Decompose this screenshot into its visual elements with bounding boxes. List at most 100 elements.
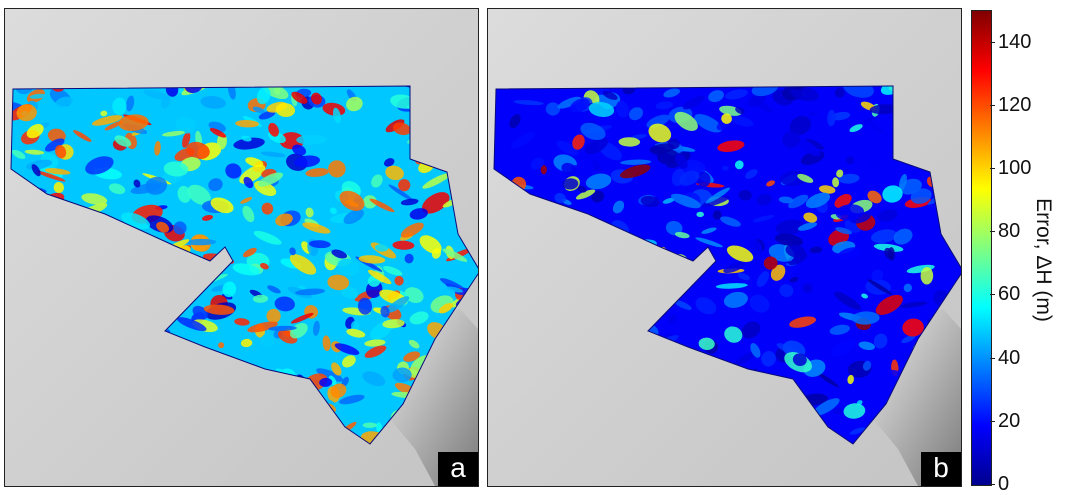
error-blob <box>861 119 889 136</box>
error-blob <box>545 102 560 116</box>
error-blob <box>331 362 342 376</box>
error-blob <box>868 158 880 169</box>
error-blob <box>446 286 463 293</box>
error-blob <box>726 245 754 262</box>
error-blob <box>390 94 416 109</box>
error-blob <box>383 265 403 276</box>
error-blob <box>266 308 281 324</box>
error-blob <box>695 297 717 315</box>
error-blob <box>388 184 413 201</box>
colorbar-tick-label: 100 <box>998 157 1032 179</box>
error-blob <box>835 227 853 235</box>
error-blob <box>442 248 468 262</box>
error-blob <box>369 198 395 213</box>
error-blob <box>867 190 882 204</box>
colorbar-label: Error, ΔH (m) <box>1032 198 1055 322</box>
error-blob <box>125 95 135 112</box>
error-blob <box>362 371 386 387</box>
error-blob <box>834 87 845 98</box>
error-blob <box>291 91 308 104</box>
error-blob <box>268 122 279 137</box>
error-blob <box>752 214 775 223</box>
error-blob <box>274 296 295 312</box>
error-blob <box>723 261 745 274</box>
error-blob <box>81 193 108 205</box>
error-blob <box>591 159 602 173</box>
error-blob <box>329 207 337 215</box>
error-blob <box>873 333 888 349</box>
error-blob <box>163 161 189 177</box>
error-blob <box>602 90 618 100</box>
error-blob <box>302 222 331 234</box>
error-blob <box>612 200 625 214</box>
error-blob <box>26 124 44 139</box>
error-blob <box>398 179 411 192</box>
colorbar-tick-label: 20 <box>998 409 1021 432</box>
error-blob <box>225 163 242 179</box>
error-blob <box>588 101 615 117</box>
error-blob <box>305 168 329 177</box>
error-blob <box>392 122 411 136</box>
error-blob <box>343 209 364 225</box>
error-blob <box>562 178 579 190</box>
error-blob <box>114 135 132 147</box>
error-blob <box>334 343 360 355</box>
error-blob <box>408 339 420 349</box>
error-blob <box>858 341 875 351</box>
error-blob <box>838 173 860 184</box>
colorbar-tick-label: 80 <box>998 220 1021 243</box>
error-blob <box>341 376 349 387</box>
error-blob <box>235 119 259 128</box>
error-blob <box>403 351 421 362</box>
error-blob <box>698 337 715 351</box>
error-blob <box>869 104 898 115</box>
error-blob <box>861 293 868 299</box>
error-blob <box>177 185 192 203</box>
error-blob <box>674 231 690 239</box>
error-blob <box>154 140 161 156</box>
error-blob <box>36 170 66 182</box>
error-blob <box>330 383 347 398</box>
error-blob <box>793 136 821 157</box>
error-blob <box>882 185 903 203</box>
error-blob <box>723 291 748 308</box>
error-blob <box>143 90 171 100</box>
error-blob <box>738 189 752 201</box>
error-blob <box>763 256 778 270</box>
error-blob <box>920 267 934 285</box>
error-blob <box>720 216 741 227</box>
error-blob <box>409 311 429 325</box>
error-blob <box>721 165 729 171</box>
error-blob <box>509 114 521 129</box>
error-blob <box>121 212 151 230</box>
error-blob <box>705 187 731 204</box>
error-blob <box>756 194 772 206</box>
error-blob <box>385 165 404 181</box>
error-blob <box>187 184 211 205</box>
error-blob <box>305 207 314 218</box>
error-blob <box>357 297 373 315</box>
error-blob <box>675 153 688 169</box>
error-blob <box>292 144 307 156</box>
error-blob <box>779 284 794 298</box>
error-blob <box>247 321 278 333</box>
error-blob <box>717 140 745 153</box>
error-blob <box>268 325 297 331</box>
error-blob <box>108 183 126 195</box>
error-blob <box>785 244 806 258</box>
error-blob <box>803 212 818 223</box>
error-blob <box>253 294 269 303</box>
error-blob <box>695 237 723 248</box>
colorbar-tick-mark <box>990 357 995 359</box>
error-blob <box>834 291 861 310</box>
error-blob <box>701 195 730 207</box>
error-blob <box>350 320 360 332</box>
error-blob <box>201 214 214 221</box>
colorbar-tick-label: 60 <box>998 283 1021 306</box>
error-blob <box>371 174 383 188</box>
error-blob <box>696 171 711 188</box>
error-blob <box>835 204 865 221</box>
error-blob <box>663 88 681 98</box>
error-blob <box>346 328 366 338</box>
error-blob <box>240 197 253 204</box>
